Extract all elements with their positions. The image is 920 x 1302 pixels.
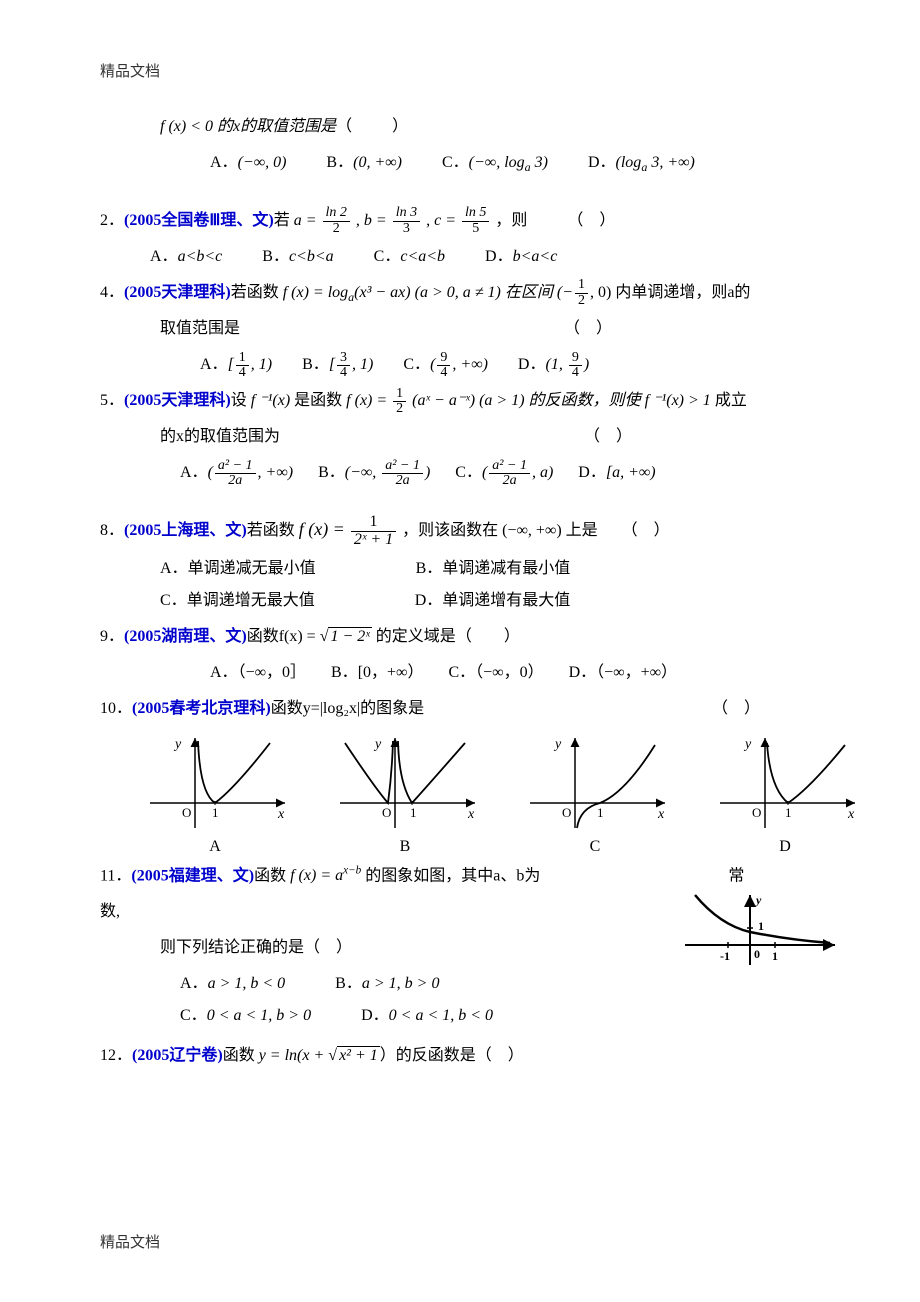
q4-opt-d: D．(1, 94): [518, 349, 589, 381]
svg-text:x: x: [657, 807, 665, 822]
page-header: 精品文档: [100, 60, 840, 81]
q2-opt-b: B．c<b<a: [262, 241, 333, 273]
q9-options: A．（−∞，0］ B．[0，+∞） C．（−∞，0） D．（−∞，+∞）: [100, 657, 840, 689]
q4-stem-2: 取值范围是 （ ）: [100, 313, 840, 345]
svg-text:x: x: [467, 807, 475, 822]
q8-opt-c: C．单调递增无最大值: [160, 585, 315, 617]
q9-stem: 9．(2005湖南理、文)函数f(x) = √1 − 2ˣ 的定义域是（ ）: [100, 621, 840, 653]
q8-opt-d: D．单调递增有最大值: [415, 585, 571, 617]
q11-opt-a: A．a > 1, b < 0: [180, 968, 285, 1000]
q2-stem: 2．(2005全国卷Ⅲ理、文)若 a = ln 22 , b = ln 33 ,…: [100, 205, 840, 237]
graph-c-svg: y x O 1: [520, 733, 670, 833]
q4-stem: 4．(2005天津理科)若函数 f (x) = loga(x³ − ax) (a…: [100, 277, 840, 309]
q10-graph-b: y x O 1 B: [330, 733, 480, 856]
q4-opt-b: B．[34, 1): [302, 349, 373, 381]
svg-text:y: y: [553, 737, 562, 752]
svg-text:1: 1: [758, 919, 764, 933]
svg-text:O: O: [382, 805, 391, 820]
q10-graph-c: y x O 1 C: [520, 733, 670, 856]
q10-source: (2005春考北京理科): [132, 700, 271, 717]
svg-text:y: y: [173, 737, 182, 752]
q4-source: (2005天津理科): [124, 284, 231, 301]
q11-opt-c: C．0 < a < 1, b > 0: [180, 1000, 311, 1032]
svg-text:x: x: [847, 807, 855, 822]
q-top-opt-b: B．(0, +∞): [326, 147, 402, 179]
svg-text:1: 1: [772, 949, 778, 963]
q9-opt-a: A．（−∞，0］: [210, 657, 306, 689]
q8-stem: 8．(2005上海理、文)若函数 f (x) = 12ˣ + 1 ，则该函数在 …: [100, 511, 840, 549]
q2-opt-d: D．b<a<c: [485, 241, 557, 273]
q4-options: A．[14, 1) B．[34, 1) C．(94, +∞) D．(1, 94): [100, 349, 840, 381]
q10-graphs: y x O 1 A y x O 1 B: [100, 733, 840, 856]
q11-opt-b: B．a > 1, b > 0: [335, 968, 439, 1000]
svg-text:0: 0: [754, 947, 760, 961]
q10-graph-a: y x O 1 A: [140, 733, 290, 856]
q2-opt-c: C．c<a<b: [374, 241, 445, 273]
svg-text:O: O: [752, 805, 761, 820]
q8-opt-a: A．单调递减无最小值: [160, 553, 316, 585]
q5-source: (2005天津理科): [124, 392, 231, 409]
svg-text:y: y: [754, 893, 762, 907]
q4-opt-a: A．[14, 1): [200, 349, 272, 381]
q5-options: A．(a² − 12a, +∞) B．(−∞, a² − 12a) C．(a² …: [100, 457, 840, 489]
q-top-opt-c: C．(−∞, loga 3): [442, 147, 548, 179]
svg-text:y: y: [373, 737, 382, 752]
graph-d-svg: y x O 1: [710, 733, 860, 833]
graph-b-svg: y x O 1: [330, 733, 480, 833]
q10-stem: 10．(2005春考北京理科)函数y=|log₂x|的图象是 （ ）: [100, 693, 840, 725]
q12-stem: 12．(2005辽宁卷)函数 y = ln(x + √x² + 1）的反函数是（…: [100, 1040, 840, 1072]
q11-figure: -1 0 1 1 y: [680, 890, 840, 975]
q-top-opt-d: D．(loga 3, +∞): [588, 147, 695, 179]
q8-opt-b: B．单调递减有最小值: [416, 553, 571, 585]
svg-text:1: 1: [212, 805, 219, 820]
q2-source: (2005全国卷Ⅲ理、文): [124, 212, 274, 229]
q9-opt-c: C．（−∞，0）: [448, 657, 543, 689]
q11-opt-d: D．0 < a < 1, b < 0: [361, 1000, 493, 1032]
q11-source: (2005福建理、文): [131, 867, 254, 884]
q5-stem-2: 的x的取值范围为 （ ）: [100, 421, 840, 453]
q8-source: (2005上海理、文): [124, 522, 247, 539]
svg-text:y: y: [743, 737, 752, 752]
q4-opt-c: C．(94, +∞): [403, 349, 488, 381]
q2-options: A．a<b<c B．c<b<a C．c<a<b D．b<a<c: [100, 241, 840, 273]
graph-a-svg: y x O 1: [140, 733, 290, 833]
page-footer: 精品文档: [100, 1231, 160, 1252]
q9-source: (2005湖南理、文): [124, 628, 247, 645]
q5-opt-a: A．(a² − 12a, +∞): [180, 457, 293, 489]
svg-text:1: 1: [785, 805, 792, 820]
svg-text:O: O: [562, 805, 571, 820]
q12-source: (2005辽宁卷): [132, 1047, 223, 1064]
q11-options: A．a > 1, b < 0 B．a > 1, b > 0 C．0 < a < …: [100, 968, 840, 1032]
q5-opt-d: D．[a, +∞): [578, 457, 655, 489]
q11-stem: 11．(2005福建理、文)函数 f (x) = ax−b 的图象如图，其中a、…: [100, 860, 840, 892]
q5-opt-b: B．(−∞, a² − 12a): [318, 457, 430, 489]
svg-text:-1: -1: [720, 949, 730, 963]
q5-stem: 5．(2005天津理科)设 f ⁻¹(x) 是函数 f (x) = 12 (aˣ…: [100, 385, 840, 417]
svg-text:1: 1: [410, 805, 417, 820]
svg-text:1: 1: [597, 805, 604, 820]
q10-graph-d: y x O 1 D: [710, 733, 860, 856]
q9-opt-d: D．（−∞，+∞）: [569, 657, 677, 689]
q-top-options: A．(−∞, 0) B．(0, +∞) C．(−∞, loga 3) D．(lo…: [100, 147, 840, 179]
q8-options: A．单调递减无最小值 B．单调递减有最小值 C．单调递增无最大值 D．单调递增有…: [100, 553, 840, 617]
q2-opt-a: A．a<b<c: [150, 241, 222, 273]
q-top-opt-a: A．(−∞, 0): [210, 147, 286, 179]
q5-opt-c: C．(a² − 12a, a): [455, 457, 553, 489]
svg-text:O: O: [182, 805, 191, 820]
q9-opt-b: B．[0，+∞）: [331, 657, 423, 689]
svg-text:x: x: [277, 807, 285, 822]
q-top-stem: f (x) < 0 的x的取值范围是（ ）: [100, 111, 840, 143]
